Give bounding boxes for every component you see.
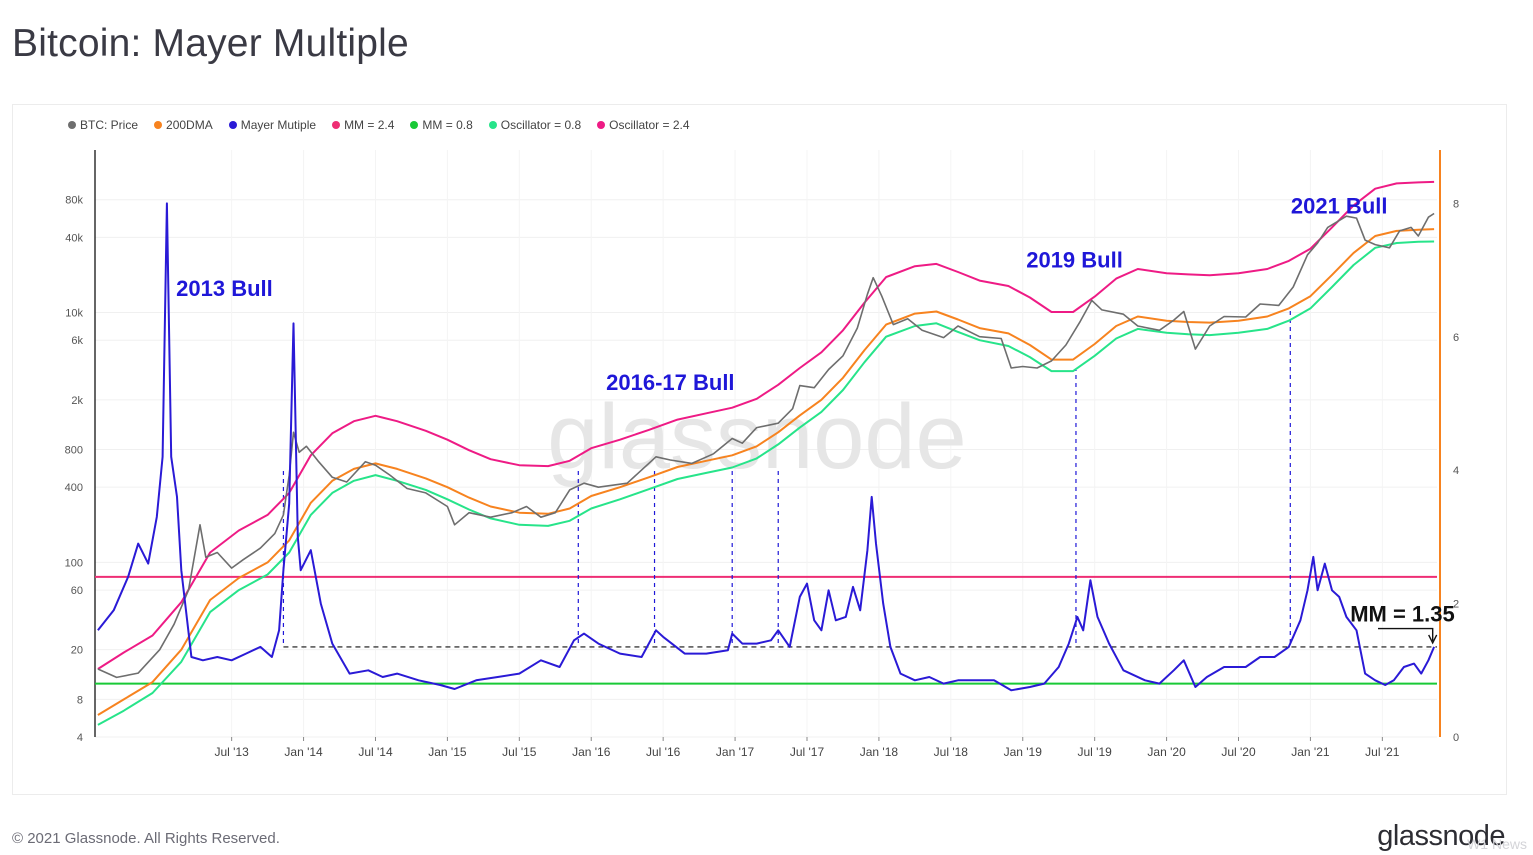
series-oscillator-2-4 xyxy=(97,180,1435,670)
left-tick-label: 60 xyxy=(71,585,83,597)
series-200dma xyxy=(97,228,1435,716)
left-tick-label: 20 xyxy=(71,645,83,657)
legend-label: MM = 0.8 xyxy=(422,118,473,132)
legend-dot-icon xyxy=(488,121,497,129)
x-tick-label: Jul '16 xyxy=(646,745,681,759)
legend-dot-icon xyxy=(332,121,341,129)
right-tick-label: 6 xyxy=(1453,332,1459,344)
x-tick-label: Jul '19 xyxy=(1078,745,1113,759)
legend-label: Mayer Mutiple xyxy=(240,118,317,132)
right-tick-label: 0 xyxy=(1453,732,1459,744)
glassnode-watermark: glassnode xyxy=(547,386,966,488)
arrow-down-icon xyxy=(1428,634,1438,645)
legend-item-oscillator-2-4[interactable]: Oscillator = 2.4 xyxy=(597,118,690,132)
legend-item-mm-2-4[interactable]: MM = 2.4 xyxy=(332,118,394,132)
x-tick-label: Jan '15 xyxy=(428,745,467,759)
right-tick-label: 8 xyxy=(1453,198,1459,210)
legend-dot-icon xyxy=(410,121,419,129)
copyright-text: © 2021 Glassnode. All Rights Reserved. xyxy=(12,830,280,847)
x-tick-label: Jul '21 xyxy=(1365,745,1400,759)
corner-watermark: W1 News xyxy=(1467,836,1527,852)
mm-pointer-line xyxy=(1378,627,1434,641)
legend-dot-icon xyxy=(68,121,76,129)
legend-item-oscillator-0-8[interactable]: Oscillator = 0.8 xyxy=(488,118,582,132)
x-tick-label: Jan '19 xyxy=(1004,745,1043,759)
legend-item-mayer-mutiple[interactable]: Mayer Mutiple xyxy=(228,118,317,132)
left-tick-label: 80k xyxy=(65,195,83,207)
x-tick-label: Jul '18 xyxy=(934,745,969,759)
legend-label: Oscillator = 2.4 xyxy=(609,118,690,132)
annotation-mm-1-35: MM = 1.35 xyxy=(1350,602,1455,627)
x-tick-label: Jul '20 xyxy=(1221,745,1256,759)
right-tick-label: 2 xyxy=(1453,599,1459,611)
x-tick-label: Jan '17 xyxy=(716,745,755,759)
x-tick-label: Jul '17 xyxy=(790,745,825,759)
series-btc-price xyxy=(97,212,1435,679)
legend-label: MM = 2.4 xyxy=(344,118,395,132)
x-tick-label: Jan '20 xyxy=(1147,745,1186,759)
left-tick-label: 100 xyxy=(65,557,83,569)
legend-item-200dma[interactable]: 200DMA xyxy=(154,118,213,132)
page-title: Bitcoin: Mayer Multiple xyxy=(12,22,409,65)
x-tick-label: Jan '21 xyxy=(1291,745,1330,759)
left-tick-label: 2k xyxy=(71,395,83,407)
legend-label: 200DMA xyxy=(166,118,213,132)
glassnode-logo[interactable]: glassnode xyxy=(1377,820,1505,852)
right-tick-label: 4 xyxy=(1453,465,1459,477)
x-tick-label: Jul '14 xyxy=(358,745,393,759)
left-tick-label: 400 xyxy=(65,482,83,494)
annotation-2019-bull: 2019 Bull xyxy=(1026,247,1123,272)
x-tick-label: Jan '18 xyxy=(860,745,899,759)
left-tick-label: 4 xyxy=(77,732,83,744)
x-tick-label: Jan '14 xyxy=(284,745,323,759)
x-tick-label: Jan '16 xyxy=(572,745,611,759)
legend-label: BTC: Price xyxy=(80,118,139,132)
legend-dot-icon xyxy=(154,121,163,129)
series-mayer-mutiple xyxy=(97,202,1436,692)
left-tick-label: 10k xyxy=(65,308,83,320)
series-oscillator-0-8 xyxy=(97,240,1435,726)
legend-dot-icon xyxy=(228,121,237,129)
legend-item-btc-price[interactable]: BTC: Price xyxy=(68,118,138,132)
annotation-2021-bull: 2021 Bull xyxy=(1291,194,1388,219)
x-tick-label: Jul '13 xyxy=(214,745,249,759)
left-tick-label: 8 xyxy=(77,694,83,706)
left-tick-label: 800 xyxy=(65,445,83,457)
legend-label: Oscillator = 0.8 xyxy=(500,118,582,132)
chart-legend: BTC: Price 200DMA Mayer Mutiple MM = 2.4 MM … xyxy=(68,118,690,132)
legend-item-mm-0-8[interactable]: MM = 0.8 xyxy=(410,118,473,132)
annotation-2013-bull: 2013 Bull xyxy=(176,276,273,301)
left-tick-label: 6k xyxy=(71,335,83,347)
x-tick-label: Jul '15 xyxy=(502,745,537,759)
left-tick-label: 40k xyxy=(65,232,83,244)
annotation-2016-17-bull: 2016-17 Bull xyxy=(606,370,734,395)
grid-lines xyxy=(95,150,1437,738)
legend-dot-icon xyxy=(597,121,606,129)
